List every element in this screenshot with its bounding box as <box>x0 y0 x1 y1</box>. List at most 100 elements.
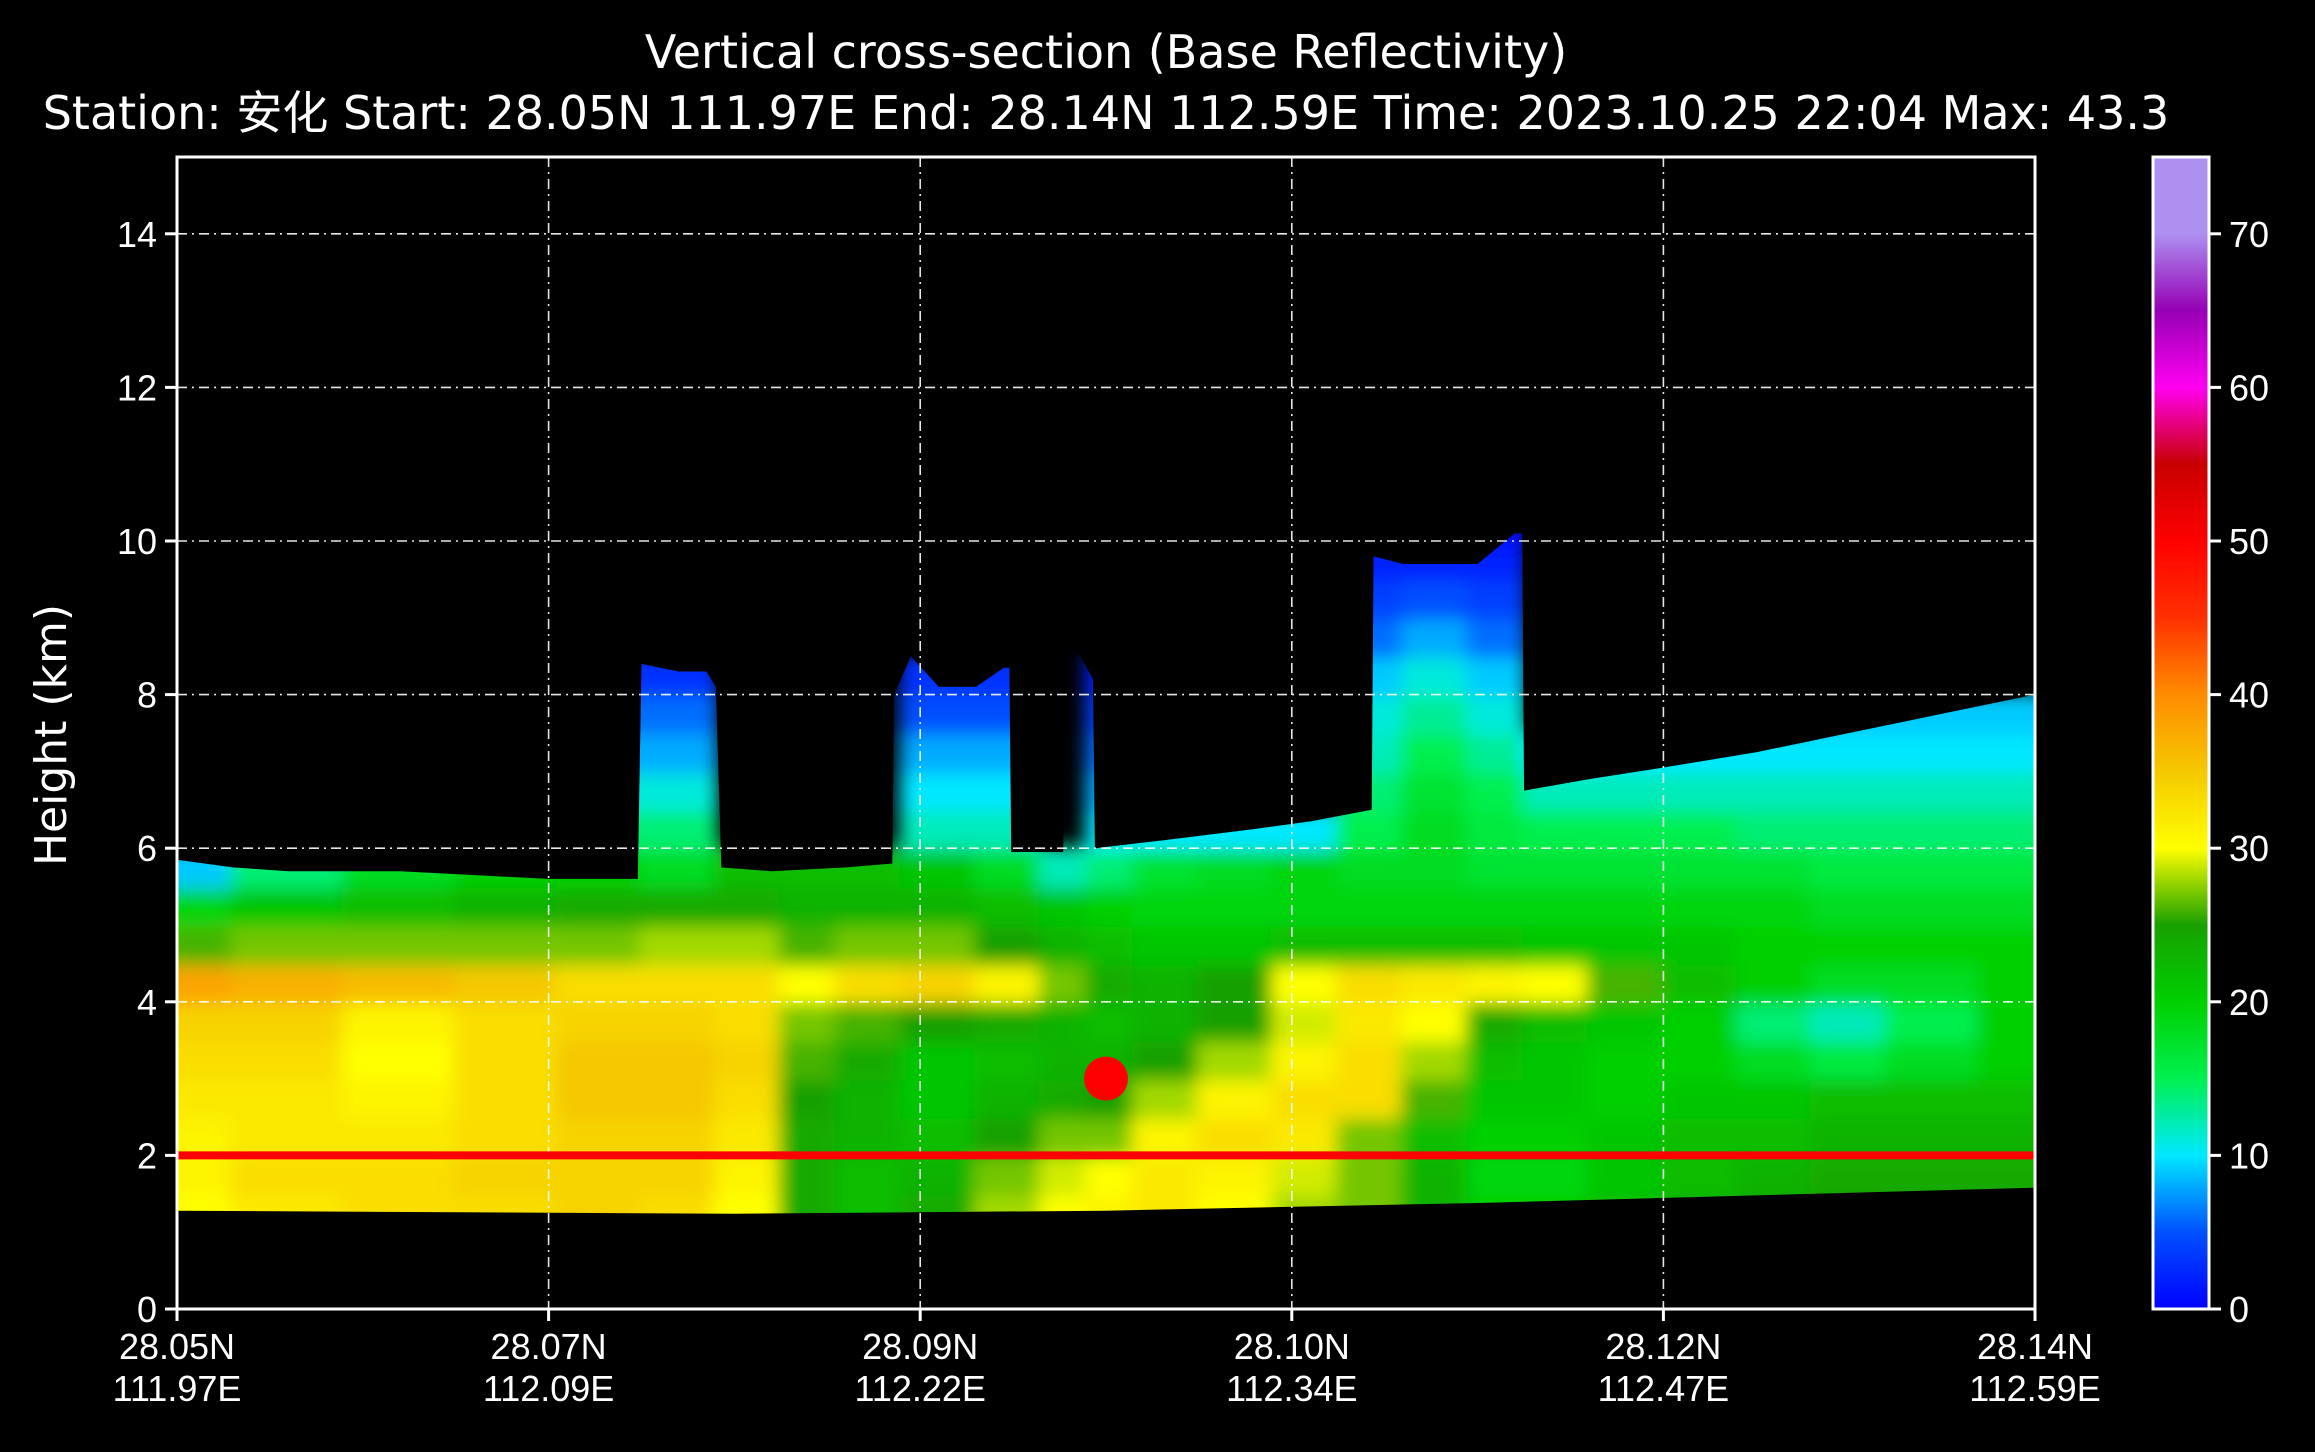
reflectivity-cell <box>1336 999 1406 1043</box>
reflectivity-cell <box>1587 1038 1666 1081</box>
reflectivity-cell <box>713 1153 783 1196</box>
reflectivity-cell <box>1038 923 1090 966</box>
reflectivity-cell <box>973 1038 1043 1081</box>
reflectivity-cell <box>1587 999 1666 1043</box>
colorbar-tick-label: 20 <box>2229 982 2269 1023</box>
reflectivity-cell <box>1196 1153 1276 1196</box>
reflectivity-cell <box>1466 923 1527 966</box>
reflectivity-cell <box>1977 923 2035 966</box>
reflectivity-cell <box>1522 1115 1592 1158</box>
reflectivity-cell <box>639 731 718 774</box>
reflectivity-cell <box>1522 923 1592 966</box>
reflectivity-cell <box>973 1191 1043 1214</box>
reflectivity-cell <box>230 923 347 966</box>
reflectivity-cell <box>230 1076 347 1119</box>
reflectivity-cell <box>1196 1115 1276 1158</box>
reflectivity-cell <box>1735 769 1815 812</box>
reflectivity-cell <box>713 1038 783 1081</box>
x-tick-label-lon: 112.47E <box>1598 1368 1729 1409</box>
reflectivity-cell <box>1196 884 1276 927</box>
reflectivity-cell <box>834 1153 904 1196</box>
reflectivity-cell <box>639 1153 718 1196</box>
reflectivity-cell <box>1735 1038 1815 1081</box>
reflectivity-cell <box>1085 1153 1136 1196</box>
reflectivity-cell <box>1085 1115 1136 1158</box>
reflectivity-cell <box>1271 923 1341 966</box>
reflectivity-cell <box>453 1153 560 1196</box>
reflectivity-cell <box>1131 1153 1201 1196</box>
reflectivity-cell <box>1587 807 1666 851</box>
reflectivity-cell <box>1661 846 1740 889</box>
reflectivity-cell <box>342 923 458 966</box>
reflectivity-cell <box>639 846 718 889</box>
reflectivity-cell <box>177 923 235 966</box>
reflectivity-cell <box>1661 923 1740 966</box>
reflectivity-cell <box>1810 999 1889 1043</box>
reflectivity-cell <box>1661 807 1740 851</box>
reflectivity-cell <box>1466 769 1527 812</box>
grid <box>177 157 2035 1309</box>
reflectivity-cell <box>1401 769 1471 812</box>
reflectivity-cell <box>342 1115 458 1158</box>
y-tick-label: 12 <box>117 367 157 408</box>
reflectivity-cell <box>834 884 904 927</box>
reflectivity-cell <box>639 1076 718 1119</box>
reflectivity-cell <box>177 1038 235 1081</box>
x-tick-label-lon: 112.22E <box>854 1368 985 1409</box>
reflectivity-cell <box>555 1153 644 1196</box>
reflectivity-cell <box>1977 1115 2035 1158</box>
reflectivity-cell <box>834 1038 904 1081</box>
reflectivity-cell <box>1466 999 1527 1043</box>
reflectivity-cell <box>1131 1191 1201 1214</box>
reflectivity-cell <box>973 961 1043 1004</box>
colorbar-tick-label: 30 <box>2229 828 2269 869</box>
reflectivity-cell <box>1884 923 1982 966</box>
reflectivity-cell <box>1522 961 1592 1004</box>
reflectivity-cell <box>1466 1076 1527 1119</box>
reflectivity-cell <box>639 807 718 851</box>
reflectivity-cell <box>1522 1153 1592 1196</box>
reflectivity-cell <box>1884 769 1982 812</box>
y-tick-label: 8 <box>137 675 157 716</box>
reflectivity-cell <box>1735 961 1815 1004</box>
reflectivity-cell <box>453 923 560 966</box>
reflectivity-cell <box>899 1191 978 1214</box>
reflectivity-cell <box>555 923 644 966</box>
reflectivity-cell <box>1271 846 1341 889</box>
reflectivity-cell <box>1336 846 1406 889</box>
reflectivity-cell <box>1196 999 1276 1043</box>
reflectivity-cell <box>639 1191 718 1214</box>
reflectivity-cell <box>1977 846 2035 889</box>
reflectivity-cell <box>453 999 560 1043</box>
reflectivity-cell <box>1977 807 2035 851</box>
reflectivity-cell <box>177 1115 235 1158</box>
marker-point <box>1084 1056 1128 1101</box>
reflectivity-cell <box>1661 769 1740 812</box>
reflectivity-cell <box>1466 1153 1527 1196</box>
reflectivity-cell <box>177 1076 235 1119</box>
colorbar-tick-label: 70 <box>2229 214 2269 255</box>
reflectivity-cell <box>899 1115 978 1158</box>
reflectivity-cell <box>899 1076 978 1119</box>
reflectivity-cell <box>1401 999 1471 1043</box>
reflectivity-cell <box>342 1153 458 1196</box>
reflectivity-cell <box>1977 1038 2035 1081</box>
reflectivity-cell <box>778 1115 839 1158</box>
reflectivity-cell <box>555 999 644 1043</box>
reflectivity-cell <box>1661 999 1740 1043</box>
reflectivity-cell <box>342 961 458 1004</box>
x-tick-label-lat: 28.10N <box>1234 1326 1350 1367</box>
reflectivity-cell <box>1271 884 1341 927</box>
reflectivity-cell <box>713 923 783 966</box>
reflectivity-cell <box>1271 1153 1341 1196</box>
y-axis-ticks: 0 2 4 6 8 10 12 14 <box>117 214 177 1330</box>
reflectivity-cell <box>1196 846 1276 889</box>
reflectivity-cell <box>1661 1153 1740 1196</box>
reflectivity-cell <box>713 999 783 1043</box>
reflectivity-cell <box>1884 846 1982 889</box>
reflectivity-cell <box>899 769 978 812</box>
reflectivity-cell <box>1810 923 1889 966</box>
reflectivity-cell <box>973 846 1043 889</box>
y-tick-label: 10 <box>117 521 157 562</box>
